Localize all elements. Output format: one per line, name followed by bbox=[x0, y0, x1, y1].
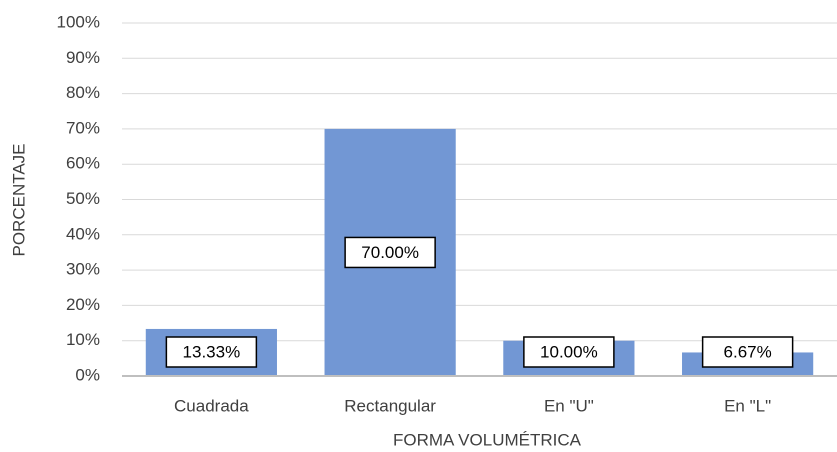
data-label: 10.00% bbox=[540, 342, 598, 361]
y-tick-label: 40% bbox=[66, 224, 100, 243]
y-tick-label: 90% bbox=[66, 48, 100, 67]
y-axis-title: PORCENTAJE bbox=[9, 143, 28, 256]
x-axis-title: FORMA VOLUMÉTRICA bbox=[393, 430, 582, 449]
y-tick-label: 70% bbox=[66, 118, 100, 137]
data-label-box bbox=[701, 336, 794, 368]
x-tick-label: Rectangular bbox=[344, 396, 436, 415]
data-label-box bbox=[523, 336, 615, 368]
y-tick-label: 100% bbox=[57, 12, 100, 31]
y-tick-label: 60% bbox=[66, 154, 100, 173]
data-label: 70.00% bbox=[361, 243, 419, 262]
y-tick-label: 10% bbox=[66, 330, 100, 349]
data-label: 6.67% bbox=[724, 342, 772, 361]
y-tick-label: 0% bbox=[75, 365, 100, 384]
x-tick-label: En "L" bbox=[724, 396, 771, 415]
y-tick-label: 20% bbox=[66, 295, 100, 314]
data-label: 13.33% bbox=[183, 342, 241, 361]
y-tick-label: 50% bbox=[66, 189, 100, 208]
y-tick-label: 30% bbox=[66, 260, 100, 279]
y-tick-label: 80% bbox=[66, 83, 100, 102]
x-tick-label: Cuadrada bbox=[174, 396, 249, 415]
x-tick-label: En "U" bbox=[544, 396, 594, 415]
data-label-box bbox=[165, 336, 258, 368]
data-label-box bbox=[344, 236, 436, 269]
